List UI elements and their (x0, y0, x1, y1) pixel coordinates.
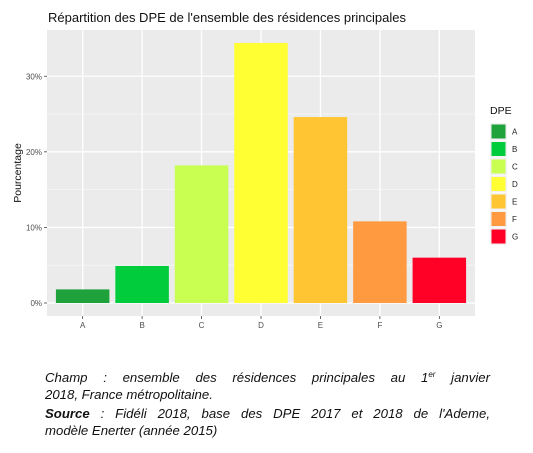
chart-svg: Répartition des DPE de l'ensemble des ré… (12, 10, 518, 330)
legend-swatch-f (491, 212, 506, 226)
caption-source-label: Source (45, 406, 90, 421)
x-tick-label: C (199, 321, 205, 330)
legend-swatch-c (491, 159, 506, 174)
chart: Répartition des DPE de l'ensemble des ré… (12, 10, 518, 330)
legend-label: F (512, 215, 517, 224)
bar-e (293, 117, 348, 304)
bar-d (234, 43, 288, 303)
legend-swatch-a (491, 124, 506, 139)
caption-source-line-1: Source : Fidéli 2018, base des DPE 2017 … (45, 405, 490, 422)
x-tick-label: F (377, 321, 382, 330)
caption-source: Source : Fidéli 2018, base des DPE 2017 … (45, 405, 490, 439)
legend-swatch-b (491, 142, 506, 156)
caption-champ-line-2: 2018, France métropolitaine. (45, 387, 213, 402)
bar-f (353, 221, 407, 303)
bar-b (115, 265, 169, 303)
x-tick-label: G (436, 321, 442, 330)
legend-label: B (512, 145, 517, 154)
bar-g (412, 257, 467, 303)
x-tick-label: A (80, 321, 86, 330)
caption-source-line-2: modèle Enerter (année 2015) (45, 423, 218, 438)
caption-champ-text: Champ : ensemble des résidences principa… (45, 370, 429, 385)
y-tick-label: 30% (26, 72, 42, 81)
x-axis: A B C D E F G (80, 316, 442, 330)
legend-swatch-g (491, 229, 506, 244)
legend-swatch-d (491, 177, 506, 191)
caption-source-text: : Fidéli 2018, base des DPE 2017 et 2018… (89, 406, 490, 421)
legend-title: DPE (490, 105, 512, 117)
legend-label: D (512, 180, 518, 189)
legend-label: A (512, 128, 518, 137)
bar-c (174, 165, 229, 303)
legend-swatch-e (491, 194, 506, 209)
y-tick-label: 0% (30, 299, 42, 308)
bar-a (55, 289, 110, 303)
caption-champ-superscript: er (428, 370, 436, 379)
caption-champ: Champ : ensemble des résidences principa… (45, 369, 490, 403)
y-tick-label: 10% (26, 223, 42, 232)
caption-champ-text-end: janvier (435, 370, 490, 385)
x-tick-label: B (139, 321, 144, 330)
y-tick-label: 20% (26, 148, 42, 157)
caption-champ-line-1: Champ : ensemble des résidences principa… (45, 369, 490, 386)
legend-label: E (512, 198, 517, 207)
x-tick-label: E (318, 321, 323, 330)
y-axis: 0% 10% 20% 30% (26, 72, 47, 308)
y-axis-label: Pourcentage (12, 143, 24, 203)
chart-title: Répartition des DPE de l'ensemble des ré… (48, 10, 407, 25)
x-tick-label: D (258, 321, 264, 330)
legend-label: C (512, 163, 518, 172)
bars (55, 43, 467, 304)
legend-label: G (512, 233, 518, 242)
